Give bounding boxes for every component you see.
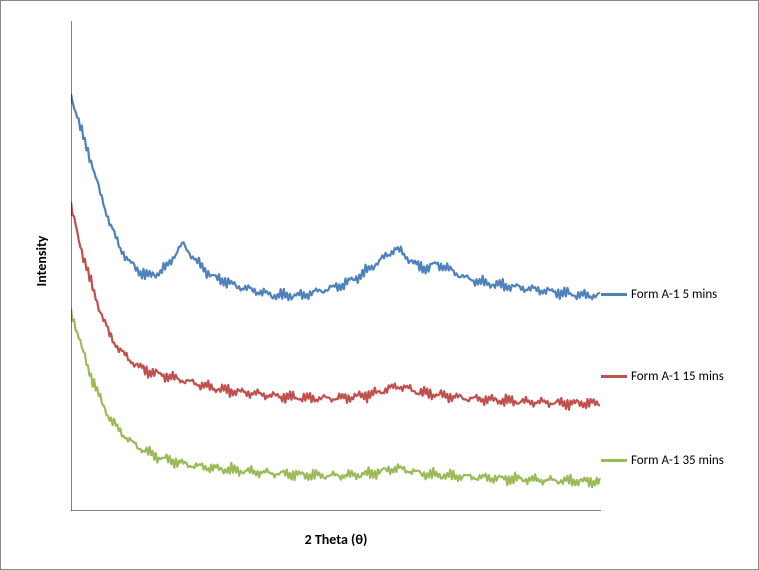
- legend-label-1: Form A-1 15 mins: [631, 369, 724, 384]
- legend-swatch-2: [601, 459, 627, 462]
- legend-entry-1: Form A-1 15 mins: [601, 369, 724, 384]
- legend-label-0: Form A-1 5 mins: [631, 287, 717, 302]
- legend-entry-2: Form A-1 35 mins: [601, 453, 724, 468]
- legend-swatch-0: [601, 293, 627, 296]
- chart-frame: Intensity 2.557.51012.51517.52022.52527.…: [0, 0, 759, 570]
- y-axis-label-text: Intensity: [33, 236, 50, 287]
- x-axis-label: 2 Theta (θ): [71, 531, 601, 548]
- xrd-plot-svg: 2.557.51012.51517.52022.52527.530: [71, 21, 601, 511]
- legend-entry-0: Form A-1 5 mins: [601, 287, 717, 302]
- series-line-1: [71, 202, 600, 410]
- series-line-2: [71, 309, 600, 488]
- series-line-0: [71, 94, 600, 300]
- legend-swatch-1: [601, 375, 627, 378]
- legend-label-2: Form A-1 35 mins: [631, 453, 724, 468]
